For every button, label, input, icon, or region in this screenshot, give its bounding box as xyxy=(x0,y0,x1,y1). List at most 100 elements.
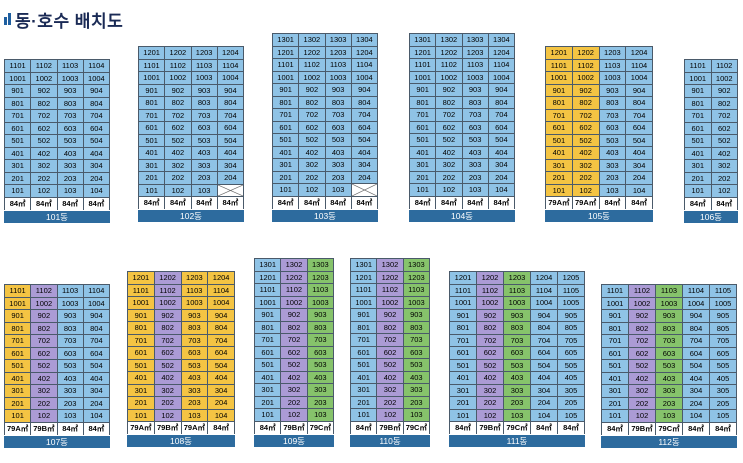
unit-cell[interactable]: 502 xyxy=(629,360,656,373)
unit-cell[interactable]: 1001 xyxy=(139,72,166,85)
unit-cell[interactable]: 601 xyxy=(5,347,32,360)
unit-cell[interactable]: 201 xyxy=(5,397,32,410)
unit-cell[interactable]: 1002 xyxy=(31,297,58,310)
unit-cell[interactable]: 801 xyxy=(450,322,477,335)
unit-cell[interactable]: 903 xyxy=(599,84,627,97)
unit-cell[interactable]: 1303 xyxy=(307,259,334,272)
unit-cell[interactable]: 702 xyxy=(377,334,404,347)
unit-cell[interactable]: 901 xyxy=(128,309,155,322)
unit-cell[interactable]: 805 xyxy=(710,322,737,335)
unit-cell[interactable]: 603 xyxy=(191,122,218,135)
unit-cell[interactable]: 1004 xyxy=(683,297,710,310)
unit-cell[interactable]: 1101 xyxy=(351,284,378,297)
unit-cell[interactable]: 601 xyxy=(450,347,477,360)
unit-cell[interactable]: 503 xyxy=(57,135,84,148)
unit-cell[interactable]: 1002 xyxy=(31,72,58,85)
unit-cell[interactable]: 602 xyxy=(711,122,738,135)
unit-cell[interactable]: 502 xyxy=(711,135,738,148)
unit-cell[interactable]: 102 xyxy=(31,185,58,198)
unit-cell[interactable]: 1001 xyxy=(128,297,155,310)
unit-cell[interactable]: 503 xyxy=(325,134,352,147)
unit-cell[interactable]: 904 xyxy=(83,310,110,323)
unit-cell[interactable]: 603 xyxy=(656,347,683,360)
unit-cell[interactable]: 803 xyxy=(57,322,84,335)
unit-cell[interactable]: 804 xyxy=(217,97,244,110)
unit-cell[interactable]: 1202 xyxy=(154,272,182,285)
unit-cell[interactable]: 1201 xyxy=(410,46,437,59)
unit-cell[interactable]: 302 xyxy=(629,385,656,398)
unit-cell[interactable]: 204 xyxy=(488,171,515,184)
unit-cell[interactable]: 402 xyxy=(711,147,738,160)
unit-cell[interactable]: 302 xyxy=(31,160,58,173)
unit-cell[interactable]: 602 xyxy=(31,347,58,360)
unit-cell[interactable]: 1104 xyxy=(626,59,653,72)
unit-cell[interactable]: 301 xyxy=(685,160,712,173)
unit-cell[interactable]: 502 xyxy=(154,359,182,372)
unit-cell[interactable]: 504 xyxy=(208,359,235,372)
unit-cell[interactable]: 302 xyxy=(299,159,326,172)
unit-cell[interactable]: 704 xyxy=(488,109,515,122)
unit-cell[interactable]: 1004 xyxy=(83,72,110,85)
unit-cell[interactable]: 1202 xyxy=(477,272,504,285)
unit-cell[interactable]: 101 xyxy=(351,409,378,422)
unit-cell[interactable]: 1205 xyxy=(558,272,585,285)
unit-cell[interactable]: 102 xyxy=(711,185,738,198)
unit-cell[interactable]: 401 xyxy=(5,147,32,160)
unit-cell[interactable]: 102 xyxy=(377,409,404,422)
unit-cell[interactable]: 1201 xyxy=(128,272,155,285)
unit-cell[interactable]: 201 xyxy=(410,171,437,184)
unit-cell[interactable]: 402 xyxy=(629,372,656,385)
unit-cell[interactable]: 103 xyxy=(504,409,531,422)
unit-cell[interactable]: 904 xyxy=(208,309,235,322)
unit-cell[interactable]: 802 xyxy=(629,322,656,335)
unit-cell[interactable]: 1102 xyxy=(711,60,738,73)
unit-cell[interactable]: 1001 xyxy=(602,297,629,310)
unit-cell[interactable]: 502 xyxy=(436,134,463,147)
unit-cell[interactable]: 204 xyxy=(83,172,110,185)
unit-cell[interactable]: 504 xyxy=(217,134,244,147)
unit-cell[interactable]: 401 xyxy=(255,371,282,384)
unit-cell[interactable]: 705 xyxy=(710,335,737,348)
unit-cell[interactable]: 801 xyxy=(273,96,300,109)
unit-cell[interactable]: 1001 xyxy=(546,72,573,85)
unit-cell[interactable]: 1201 xyxy=(351,271,378,284)
unit-cell[interactable]: 1302 xyxy=(299,34,326,47)
unit-cell[interactable]: 804 xyxy=(208,322,235,335)
unit-cell[interactable]: 903 xyxy=(325,84,352,97)
unit-cell[interactable]: 1102 xyxy=(281,284,308,297)
unit-cell[interactable]: 802 xyxy=(31,97,58,110)
unit-cell[interactable]: 104 xyxy=(208,409,235,422)
unit-cell[interactable]: 1105 xyxy=(558,284,585,297)
unit-cell[interactable]: 103 xyxy=(57,410,84,423)
unit-cell[interactable]: 204 xyxy=(351,171,378,184)
unit-cell[interactable]: 603 xyxy=(325,121,352,134)
unit-cell[interactable]: 102 xyxy=(31,410,58,423)
unit-cell[interactable]: 301 xyxy=(602,385,629,398)
unit-cell[interactable]: 501 xyxy=(255,359,282,372)
unit-cell[interactable]: 902 xyxy=(154,309,182,322)
unit-cell[interactable]: 303 xyxy=(462,159,489,172)
unit-cell[interactable]: 1201 xyxy=(546,47,573,60)
unit-cell[interactable]: 201 xyxy=(139,172,166,185)
unit-cell[interactable]: 1202 xyxy=(281,271,308,284)
unit-cell[interactable]: 202 xyxy=(436,171,463,184)
unit-cell[interactable]: 605 xyxy=(558,347,585,360)
unit-cell[interactable]: 1102 xyxy=(31,60,58,73)
unit-cell[interactable]: 604 xyxy=(351,121,378,134)
unit-cell[interactable]: 204 xyxy=(83,397,110,410)
unit-cell[interactable]: 403 xyxy=(656,372,683,385)
unit-cell[interactable]: 503 xyxy=(57,360,84,373)
unit-cell[interactable]: 703 xyxy=(57,110,84,123)
unit-cell[interactable]: 404 xyxy=(208,372,235,385)
unit-cell[interactable]: 702 xyxy=(436,109,463,122)
unit-cell[interactable]: 1103 xyxy=(325,59,352,72)
unit-cell[interactable]: 203 xyxy=(656,397,683,410)
unit-cell[interactable]: 103 xyxy=(462,184,489,197)
unit-cell[interactable]: 701 xyxy=(139,109,166,122)
unit-cell[interactable]: 702 xyxy=(154,334,182,347)
unit-cell[interactable]: 1104 xyxy=(683,285,710,298)
unit-cell[interactable]: 303 xyxy=(656,385,683,398)
unit-cell[interactable]: 203 xyxy=(181,397,209,410)
unit-cell[interactable]: 1304 xyxy=(351,34,378,47)
unit-cell[interactable]: 1002 xyxy=(165,72,192,85)
